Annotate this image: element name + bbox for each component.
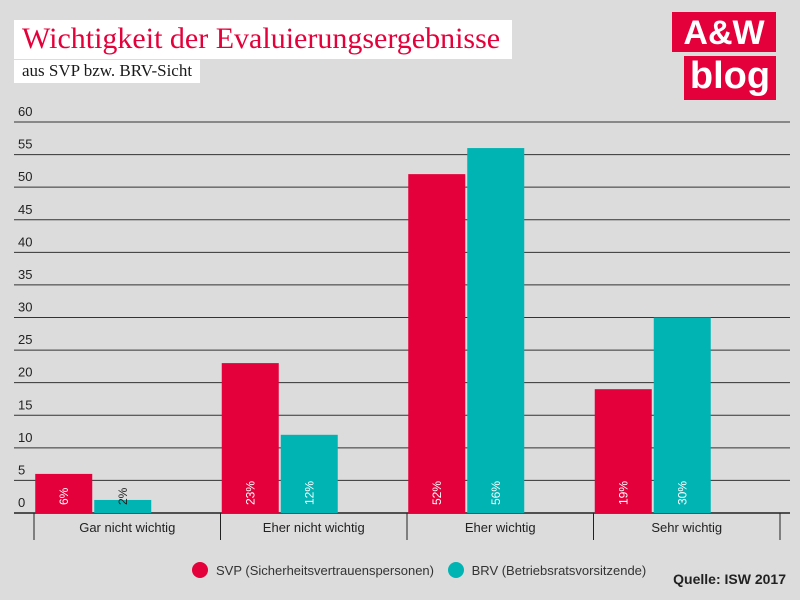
data-label: 52% [430,481,444,505]
bar-brv [467,148,525,514]
y-tick-label: 0 [18,495,25,510]
y-tick-label: 50 [18,169,32,184]
bar-svp [408,174,466,513]
data-label: 12% [302,481,316,505]
x-tick-label: Eher nicht wichtig [263,520,365,535]
data-label: 23% [243,481,257,505]
y-tick-label: 45 [18,202,32,217]
bar-svp [35,473,93,513]
y-tick-label: 15 [18,397,32,412]
x-tick-label: Eher wichtig [465,520,536,535]
chart-subtitle: aus SVP bzw. BRV-Sicht [14,60,201,83]
legend-label-svp: SVP (Sicherheitsvertrauenspersonen) [216,562,434,578]
legend-item-brv: BRV (Betriebsratsvorsitzende) [447,562,647,578]
y-tick-label: 40 [18,234,32,249]
logo-line1: A&W [672,12,776,52]
data-label: 2% [116,487,130,505]
legend-label-brv: BRV (Betriebsratsvorsitzende) [471,562,647,578]
bar-svp [594,389,652,513]
y-tick-label: 60 [18,104,32,119]
bar-brv [280,434,338,513]
source-note: Quelle: ISW 2017 [673,571,786,587]
title-block: Wichtigkeit der Evaluierungsergebnisse a… [14,20,513,83]
bar-brv [94,499,152,513]
legend-item-svp: SVP (Sicherheitsvertrauenspersonen) [192,562,434,578]
y-tick-label: 30 [18,300,32,315]
x-tick-label: Sehr wichtig [651,520,722,535]
aw-blog-logo: A&W blog [672,12,776,100]
y-tick-label: 35 [18,267,32,282]
legend-swatch-brv [447,562,464,578]
y-tick-label: 10 [18,430,32,445]
y-tick-label: 20 [18,365,32,380]
legend: SVP (Sicherheitsvertrauenspersonen) BRV … [192,562,656,581]
data-label: 19% [616,481,630,505]
data-label: 56% [489,481,503,505]
y-tick-label: 55 [18,137,32,152]
bar-svp [221,363,279,513]
legend-swatch-svp [192,562,208,578]
chart-title: Wichtigkeit der Evaluierungsergebnisse [14,20,513,59]
y-tick-label: 25 [18,332,32,347]
data-label: 6% [57,487,71,505]
bar-brv [653,317,711,513]
x-tick-label: Gar nicht wichtig [79,520,175,535]
data-label: 30% [675,481,689,505]
logo-line2: blog [684,56,776,100]
y-tick-label: 5 [18,462,25,477]
